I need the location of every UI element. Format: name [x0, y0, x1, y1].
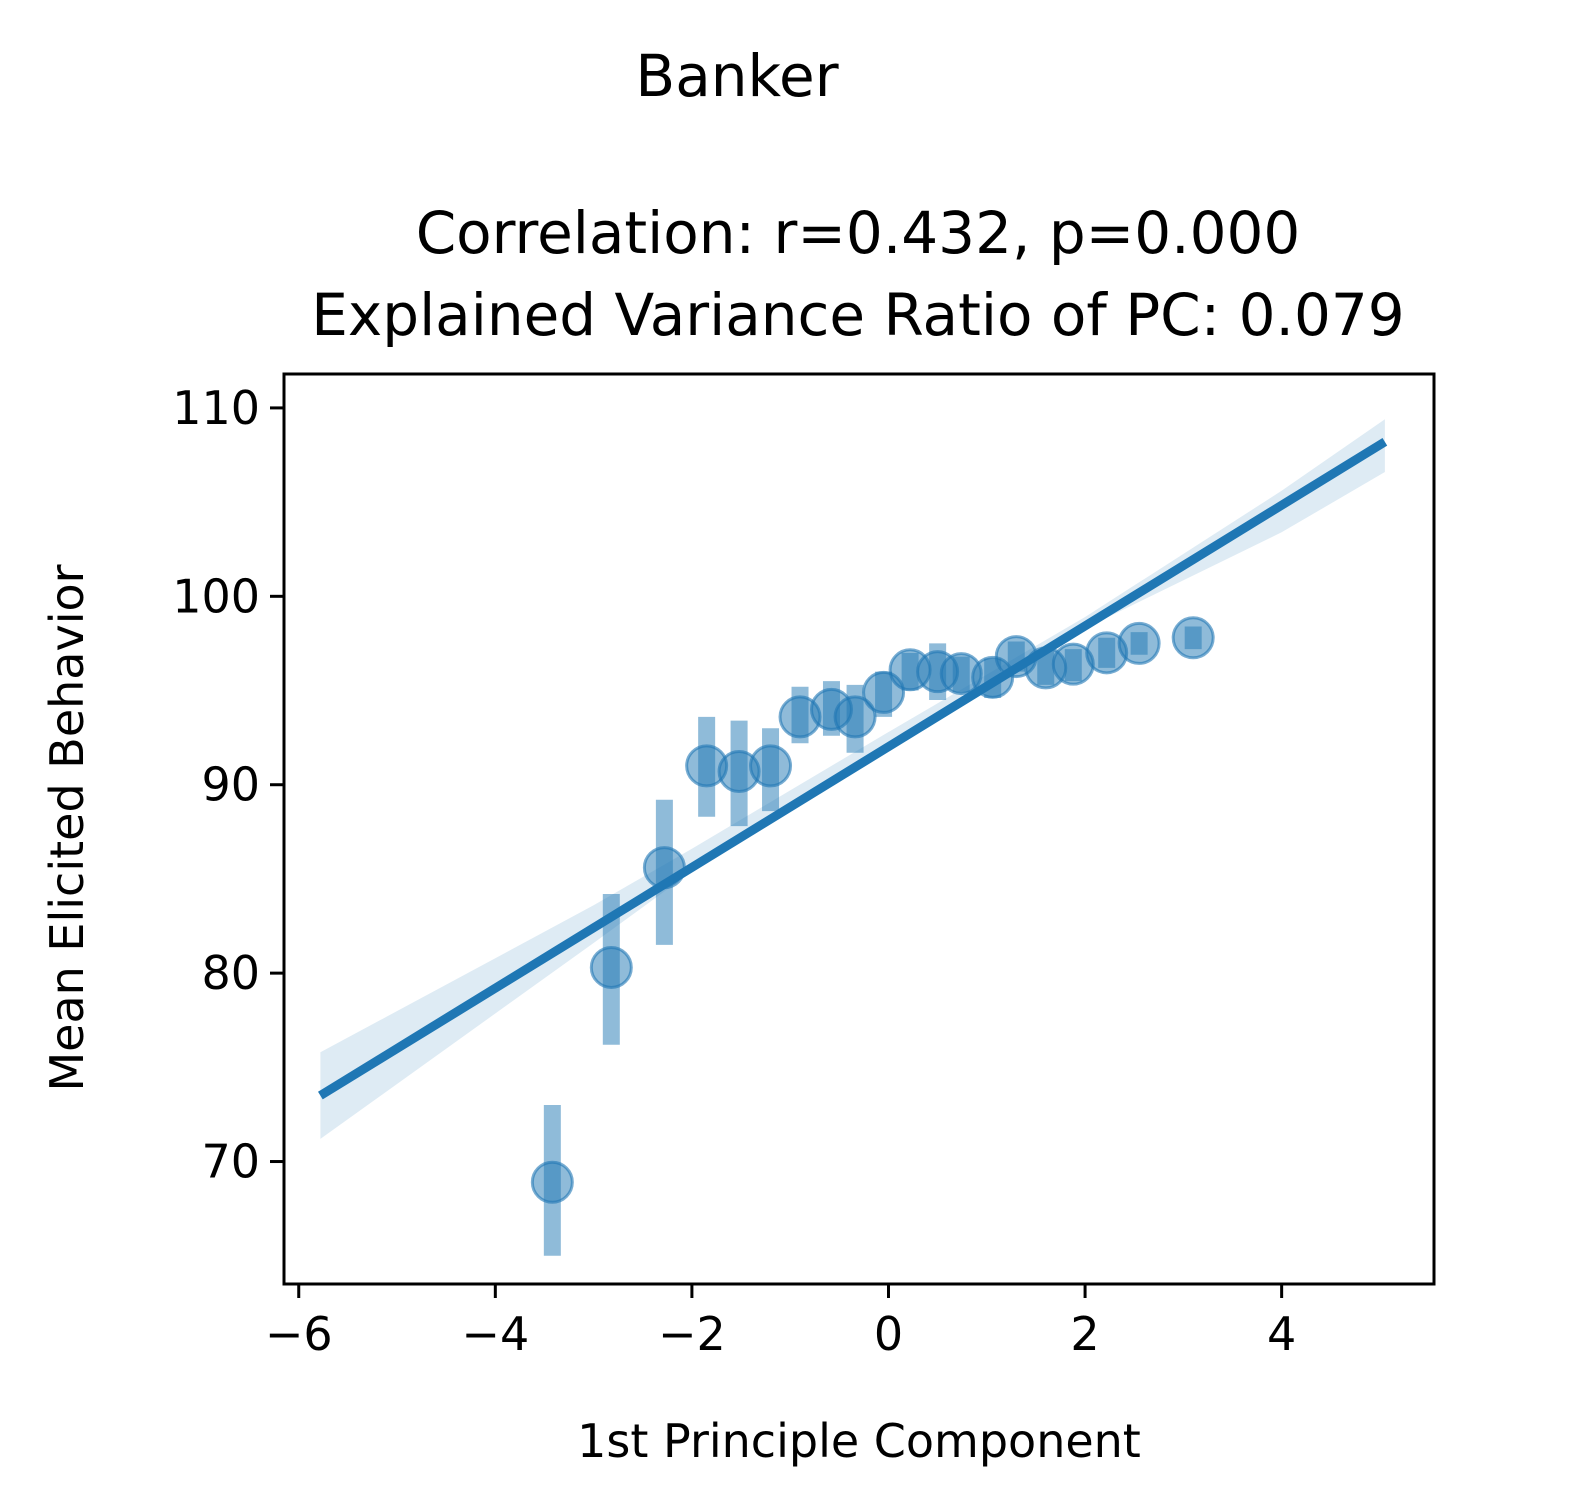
y-axis-label: Mean Elicited Behavior: [40, 564, 94, 1091]
data-point-19: [1171, 616, 1215, 660]
data-point-0: [530, 1160, 574, 1204]
y-tick-label-4: 110: [172, 381, 260, 435]
x-tick-label-1: −4: [461, 1307, 529, 1361]
data-point-18: [1117, 621, 1161, 665]
y-tick-label-1: 80: [201, 946, 260, 1000]
data-point-8: [833, 695, 877, 739]
x-tick-label-4: 2: [1070, 1307, 1099, 1361]
chart-suptitle: Banker: [635, 42, 838, 110]
y-tick-label-2: 90: [201, 758, 260, 812]
data-point-1: [589, 945, 633, 989]
x-tick-label-3: 0: [874, 1307, 903, 1361]
confidence-band: [320, 419, 1385, 1139]
y-tick-label-3: 100: [172, 569, 260, 623]
axes-frame: [282, 372, 1436, 1286]
y-tick-label-0: 70: [201, 1135, 260, 1189]
x-axis: −6 −4 −2 0 2 4: [265, 1284, 1296, 1361]
chart-title-line-2: Explained Variance Ratio of PC: 0.079: [311, 281, 1404, 349]
chart-title-line-1: Correlation: r=0.432, p=0.000: [416, 199, 1301, 267]
x-tick-label-2: −2: [658, 1307, 726, 1361]
y-axis: 70 80 90 100 110: [172, 381, 284, 1189]
regression-line: [318, 437, 1388, 1100]
data-point-5: [749, 744, 793, 788]
x-axis-label: 1st Principle Component: [577, 1414, 1141, 1468]
x-tick-label-5: 4: [1267, 1307, 1296, 1361]
plot-area: [318, 419, 1388, 1256]
x-tick-label-0: −6: [265, 1307, 333, 1361]
